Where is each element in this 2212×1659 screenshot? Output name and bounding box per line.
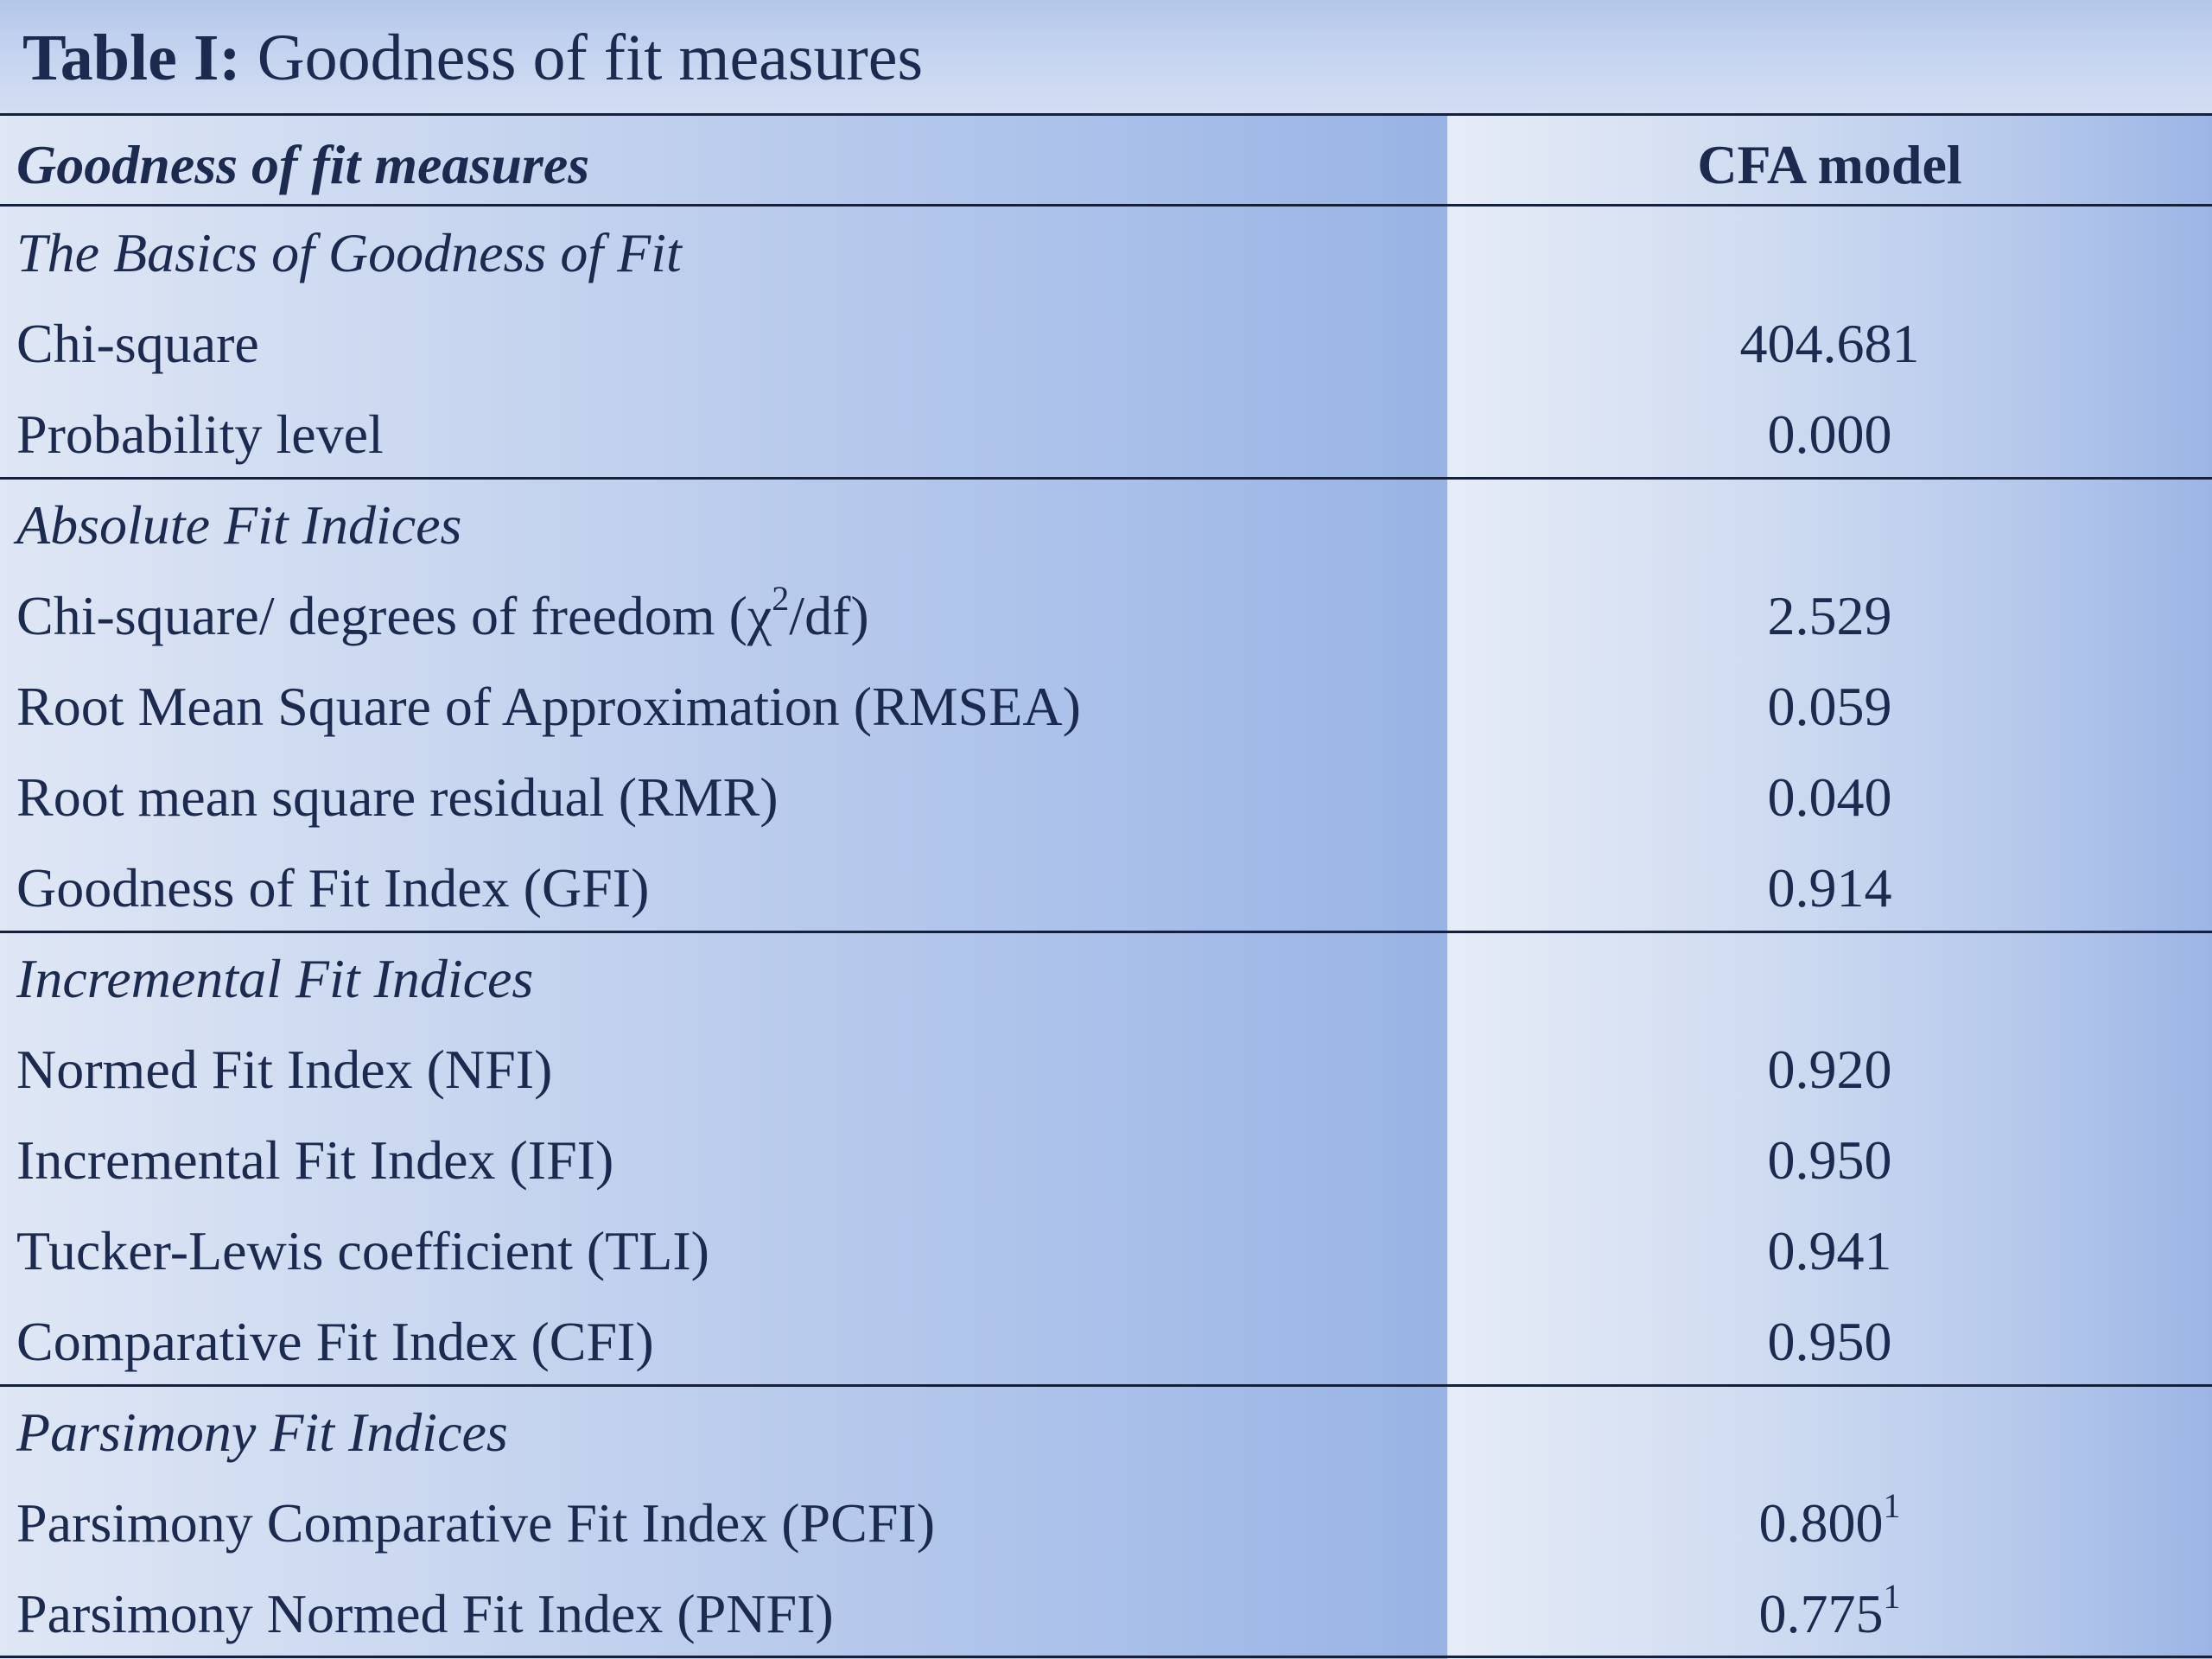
section-rule: [0, 1384, 2212, 1387]
section-rule: [0, 931, 2212, 933]
section-title: The Basics of Goodness of Fit: [16, 222, 682, 283]
measure-label: Root mean square residual (RMR): [16, 766, 779, 828]
table-row: Chi-square/ degrees of freedom (χ2/df) 2…: [0, 570, 2212, 661]
header-measure-label: Goodness of fit measures: [16, 134, 590, 195]
table-row: Goodness of Fit Index (GFI) 0.914: [0, 842, 2212, 933]
measure-label: Probability level: [16, 404, 384, 465]
footnote-marker: 1: [1883, 1576, 1901, 1616]
section-title-row: Incremental Fit Indices: [0, 933, 2212, 1024]
measure-value: 0.950: [1767, 1129, 1892, 1191]
measure-value: 0.914: [1767, 857, 1892, 918]
header-value-label: CFA model: [1697, 134, 1962, 195]
superscript: 2: [772, 578, 790, 618]
section-rule: [0, 477, 2212, 480]
caption-text: Goodness of fit measures: [240, 22, 924, 94]
bottom-rule: [0, 1656, 2212, 1658]
table-row: Probability level 0.000: [0, 389, 2212, 480]
table-row: Root mean square residual (RMR) 0.040: [0, 752, 2212, 842]
table-caption: Table I: Goodness of fit measures: [22, 19, 923, 97]
header-rule: [0, 204, 2212, 207]
section-title: Incremental Fit Indices: [16, 948, 534, 1009]
measure-value: 0.920: [1767, 1039, 1892, 1100]
table-row: Parsimony Normed Fit Index (PNFI) 0.7751: [0, 1568, 2212, 1659]
measure-value: 0.059: [1767, 676, 1892, 737]
measure-label-part: /df): [789, 585, 869, 646]
section-title: Absolute Fit Indices: [16, 494, 462, 556]
measure-label: Parsimony Comparative Fit Index (PCFI): [16, 1492, 936, 1554]
left-column-background: [0, 0, 1447, 1659]
measure-label: Incremental Fit Index (IFI): [16, 1129, 614, 1191]
measure-label: Normed Fit Index (NFI): [16, 1039, 553, 1100]
section-title-row: Parsimony Fit Indices: [0, 1387, 2212, 1478]
measure-value-number: 0.800: [1758, 1492, 1884, 1554]
measure-value: 0.000: [1767, 404, 1892, 465]
measure-value: 0.8001: [1447, 1478, 2212, 1568]
measure-label: Chi-square/ degrees of freedom (χ2/df): [16, 570, 869, 661]
measure-value: 2.529: [1767, 585, 1892, 646]
measure-label: Comparative Fit Index (CFI): [16, 1311, 654, 1372]
table-row: Incremental Fit Index (IFI) 0.950: [0, 1115, 2212, 1205]
table-header-row: Goodness of fit measures CFA model: [0, 119, 2212, 210]
measure-label: Tucker-Lewis coefficient (TLI): [16, 1220, 709, 1281]
section-title: Parsimony Fit Indices: [16, 1402, 508, 1463]
measure-label: Parsimony Normed Fit Index (PNFI): [16, 1583, 834, 1644]
right-column-background: [1447, 0, 2212, 1659]
table-row: Chi-square 404.681: [0, 298, 2212, 389]
footnote-marker: 1: [1883, 1485, 1901, 1525]
top-rule: [0, 113, 2212, 116]
measure-label-part: Chi-square/ degrees of freedom (χ: [16, 585, 772, 646]
measure-value: 0.7751: [1447, 1568, 2212, 1659]
measure-value: 0.040: [1767, 766, 1892, 828]
table-row: Parsimony Comparative Fit Index (PCFI) 0…: [0, 1478, 2212, 1568]
measure-value: 0.941: [1767, 1220, 1892, 1281]
table-row: Root Mean Square of Approximation (RMSEA…: [0, 661, 2212, 752]
measure-label: Root Mean Square of Approximation (RMSEA…: [16, 676, 1081, 737]
section-title-row: The Basics of Goodness of Fit: [0, 207, 2212, 298]
section-title-row: Absolute Fit Indices: [0, 480, 2212, 570]
measure-value: 0.950: [1767, 1311, 1892, 1372]
caption-label: Table I:: [22, 22, 241, 94]
measure-label: Goodness of Fit Index (GFI): [16, 857, 650, 918]
table-caption-band: Table I: Goodness of fit measures: [0, 0, 2212, 114]
table-row: Normed Fit Index (NFI) 0.920: [0, 1024, 2212, 1115]
measure-label: Chi-square: [16, 313, 259, 374]
measure-value: 404.681: [1739, 313, 1920, 374]
table-row: Tucker-Lewis coefficient (TLI) 0.941: [0, 1205, 2212, 1296]
measure-value-number: 0.775: [1758, 1583, 1884, 1644]
table-row: Comparative Fit Index (CFI) 0.950: [0, 1296, 2212, 1387]
